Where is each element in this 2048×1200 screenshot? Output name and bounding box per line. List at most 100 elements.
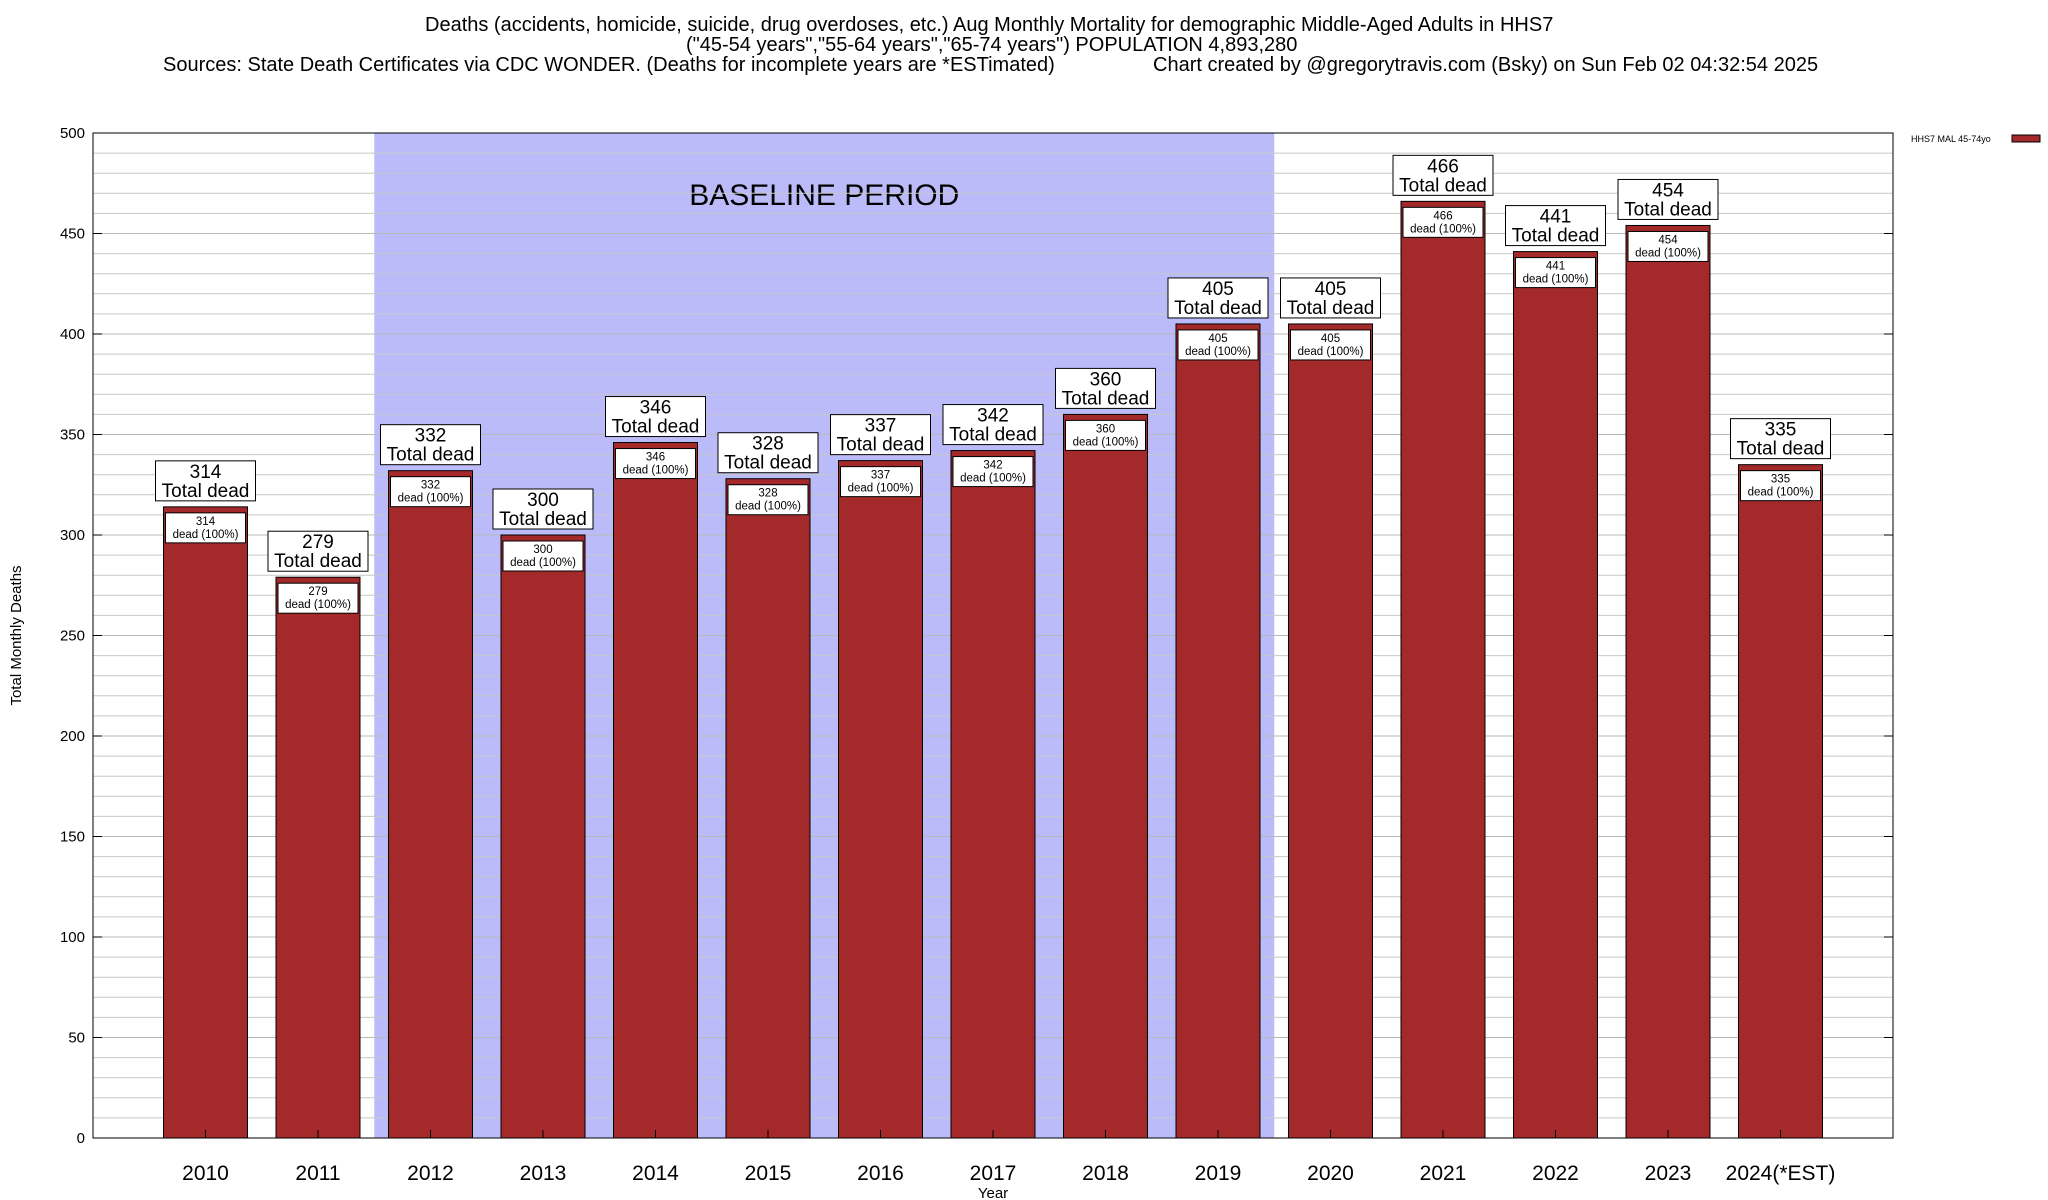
inner-label-text: dead (100%) (285, 599, 351, 611)
x-tick-label: 2015 (745, 1162, 792, 1185)
x-tick-label: 2017 (970, 1162, 1017, 1185)
inner-label-value: 405 (1208, 333, 1227, 345)
inner-label-value: 441 (1546, 261, 1565, 273)
top-label-value: 300 (527, 490, 559, 511)
inner-label-box (952, 456, 1034, 488)
inner-label-box (727, 484, 809, 516)
bar-2014 (613, 442, 698, 1139)
x-tick-label: 2016 (857, 1162, 904, 1185)
top-label-box (1617, 178, 1719, 220)
top-label-text: Total dead (837, 435, 925, 456)
inner-label-value: 314 (196, 516, 216, 528)
top-label-text: Total dead (724, 453, 812, 474)
top-label-text: Total dead (274, 551, 362, 572)
bar-2018 (1063, 413, 1148, 1139)
top-label-box (492, 488, 594, 530)
x-tick-label: 2011 (295, 1162, 340, 1185)
top-label-value: 441 (1540, 207, 1572, 228)
top-label-value: 332 (415, 426, 447, 447)
top-label-value: 405 (1202, 279, 1234, 300)
inner-label-text: dead (100%) (1073, 436, 1139, 448)
x-tick-label: 2023 (1645, 1162, 1692, 1185)
y-tick-label: 350 (60, 427, 85, 444)
bar-2020 (1288, 323, 1373, 1139)
bar-2011 (275, 576, 361, 1139)
chart-credit: Chart created by @gregorytravis.com (Bsk… (1153, 54, 1819, 76)
top-label-text: Total dead (1062, 388, 1150, 409)
baseline-label: BASELINE PERIOD (689, 179, 959, 212)
x-tick-label: 2022 (1532, 1162, 1579, 1185)
top-label-text: Total dead (1624, 199, 1712, 220)
inner-label-text: dead (100%) (1185, 346, 1251, 358)
inner-label-box (1065, 419, 1146, 451)
legend-swatch (2011, 134, 2041, 143)
top-label-value: 335 (1765, 420, 1797, 441)
inner-label-text: dead (100%) (1298, 346, 1364, 358)
top-label-box (1280, 277, 1381, 319)
top-label-text: Total dead (162, 481, 250, 502)
inner-label-value: 405 (1321, 333, 1340, 345)
inner-label-text: dead (100%) (735, 501, 801, 513)
inner-label-value: 279 (308, 586, 327, 598)
top-label-text: Total dead (949, 425, 1037, 446)
top-label-value: 405 (1315, 279, 1347, 300)
bar-2019 (1175, 323, 1261, 1139)
top-label-value: 342 (977, 406, 1009, 427)
top-label-box (1055, 367, 1156, 409)
top-label-value: 314 (190, 462, 222, 483)
top-label-value: 279 (302, 532, 334, 553)
top-label-value: 337 (865, 416, 897, 437)
legend: HHS7 MAL 45-74yo (1911, 134, 2041, 144)
x-tick-label: 2018 (1082, 1162, 1129, 1185)
inner-label-text: dead (100%) (173, 529, 239, 541)
inner-label-value: 335 (1771, 474, 1790, 486)
x-tick-label: 2024(*EST) (1726, 1162, 1836, 1185)
y-tick-label: 400 (60, 326, 85, 343)
inner-label-value: 328 (758, 488, 777, 500)
top-label-box (380, 424, 481, 466)
inner-label-box (1177, 329, 1259, 361)
top-label-value: 360 (1090, 369, 1122, 390)
x-axis-label: Year (978, 1185, 1008, 1200)
inner-label-box (1627, 230, 1709, 262)
top-label-value: 454 (1652, 180, 1684, 201)
top-label-value: 328 (752, 434, 784, 455)
x-tick-label: 2020 (1307, 1162, 1354, 1185)
legend-label: HHS7 MAL 45-74yo (1911, 134, 1991, 144)
inner-label-text: dead (100%) (848, 483, 914, 495)
inner-label-value: 332 (421, 480, 440, 492)
inner-label-box (840, 466, 921, 498)
y-tick-label: 150 (60, 829, 85, 846)
bar-2015 (725, 478, 811, 1139)
inner-label-value: 360 (1096, 423, 1115, 435)
x-tick-label: 2021 (1420, 1162, 1467, 1185)
y-axis-label: Total Monthly Deaths (8, 565, 25, 705)
bars (163, 200, 1823, 1139)
top-label-box (155, 460, 256, 502)
x-tick-label: 2019 (1195, 1162, 1242, 1185)
inner-label-value: 337 (871, 470, 890, 482)
axes: 0 50 100 150 200 250 300 350 400 450 500 2010 2011 20… (8, 125, 1894, 1200)
inner-label-value: 300 (533, 544, 552, 556)
top-label-box (942, 404, 1044, 446)
bar-2010 (163, 506, 248, 1139)
top-label-text: Total dead (1287, 298, 1375, 319)
inner-label-text: dead (100%) (510, 557, 576, 569)
bar-2012 (388, 470, 473, 1139)
top-label-box (605, 396, 706, 438)
bar-2024(*EST) (1738, 464, 1823, 1139)
top-label-box (1505, 205, 1606, 247)
inner-label-value: 466 (1433, 210, 1452, 222)
top-label-value: 346 (640, 398, 672, 419)
inner-label-box (1290, 329, 1371, 361)
top-label-box (717, 432, 819, 474)
chart-sources: Sources: State Death Certificates via CD… (163, 54, 1055, 76)
inner-label-box (1402, 206, 1484, 238)
y-tick-label: 250 (60, 628, 85, 645)
inner-label-text: dead (100%) (623, 465, 689, 477)
inner-label-box (165, 512, 246, 544)
bar-2013 (500, 534, 586, 1139)
top-label-box (1167, 277, 1269, 319)
inner-label-box (502, 540, 584, 572)
bar-2021 (1400, 200, 1486, 1139)
